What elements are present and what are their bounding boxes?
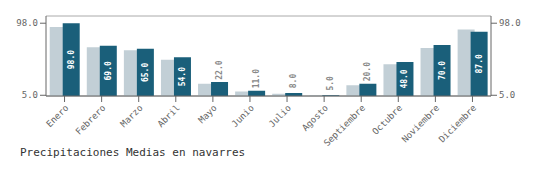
svg-text:Abril: Abril (155, 103, 181, 129)
svg-text:Noviembre: Noviembre (400, 103, 442, 145)
svg-text:Diciembre: Diciembre (437, 103, 479, 145)
svg-text:Enero: Enero (44, 103, 70, 129)
svg-text:98.0: 98.0 (16, 18, 38, 28)
svg-text:98.0: 98.0 (499, 18, 521, 28)
svg-text:Octubre: Octubre (370, 103, 404, 137)
svg-text:Agosto: Agosto (300, 103, 330, 133)
svg-text:48.0: 48.0 (400, 69, 409, 88)
svg-text:Junio: Junio (230, 103, 256, 129)
svg-text:5.0: 5.0 (499, 90, 515, 100)
svg-text:69.0: 69.0 (104, 61, 113, 80)
svg-text:11.0: 11.0 (252, 69, 261, 88)
svg-text:70.0: 70.0 (438, 61, 447, 80)
svg-text:8.0: 8.0 (289, 74, 298, 89)
html-text:Precipitaciones Medias en nava: Precipitaciones Medias en navarres (20, 146, 246, 159)
svg-text:5.0: 5.0 (22, 90, 38, 100)
svg-text:Febrero: Febrero (74, 103, 108, 137)
svg-text:54.0: 54.0 (178, 67, 187, 86)
svg-text:Mayo: Mayo (196, 103, 218, 125)
svg-text:98.0: 98.0 (67, 50, 76, 69)
svg-text:20.0: 20.0 (363, 62, 372, 81)
svg-text:87.0: 87.0 (475, 54, 484, 73)
svg-text:5.0: 5.0 (326, 76, 335, 91)
svg-text:65.0: 65.0 (141, 63, 150, 82)
svg-text:Marzo: Marzo (118, 103, 144, 129)
svg-text:Julio: Julio (267, 103, 293, 129)
svg-text:22.0: 22.0 (215, 60, 224, 79)
svg-text:Septiembre: Septiembre (322, 103, 367, 146)
